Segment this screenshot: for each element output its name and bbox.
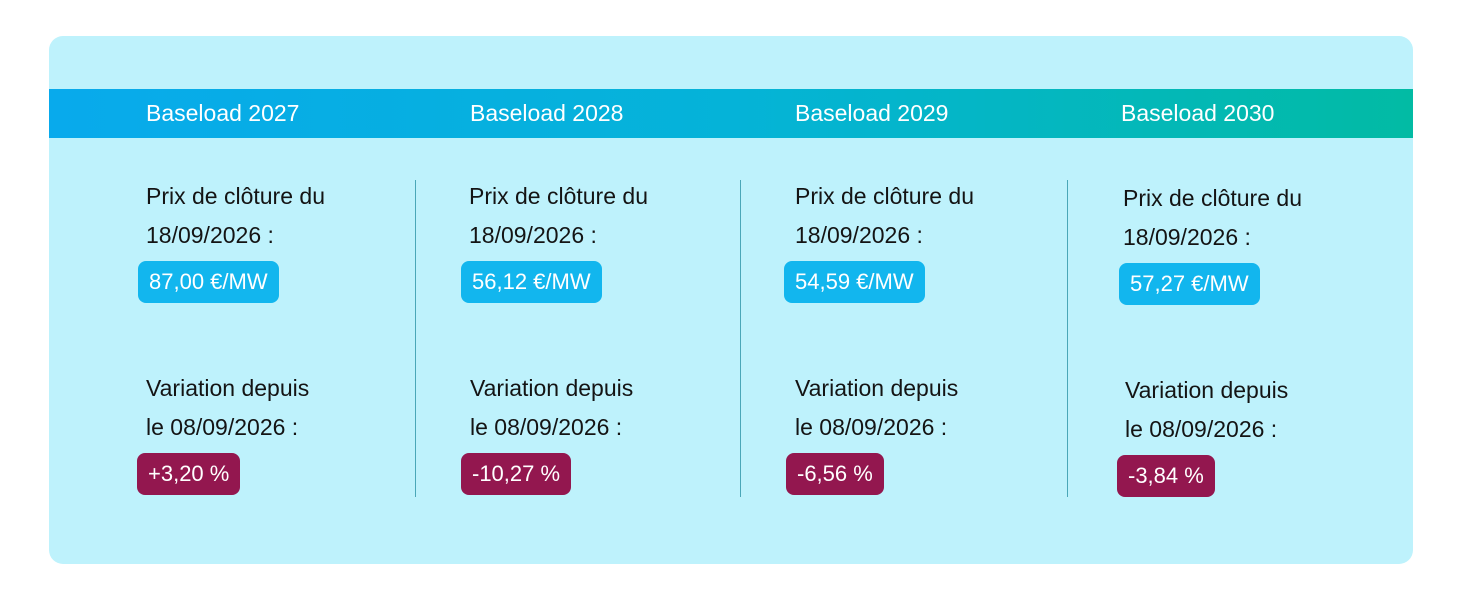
price-label-line1: Prix de clôture du bbox=[469, 183, 648, 209]
price-label-line1: Prix de clôture du bbox=[1123, 185, 1302, 211]
column-header-2029: Baseload 2029 bbox=[795, 100, 949, 126]
price-label-line2: 18/09/2026 : bbox=[469, 222, 597, 248]
variation-value-badge: -6,56 % bbox=[786, 453, 884, 495]
baseload-prices-card: Baseload 2027 Baseload 2028 Baseload 202… bbox=[49, 36, 1413, 564]
price-label-line2: 18/09/2026 : bbox=[1123, 224, 1251, 250]
price-value-badge: 54,59 €/MW bbox=[784, 261, 925, 303]
column-header-2027: Baseload 2027 bbox=[146, 100, 300, 126]
price-label-line2: 18/09/2026 : bbox=[795, 222, 923, 248]
variation-value-badge: +3,20 % bbox=[137, 453, 241, 495]
column-divider bbox=[1067, 180, 1068, 497]
variation-label-line1: Variation depuis bbox=[146, 375, 310, 401]
variation-label-line2: le 08/09/2026 : bbox=[470, 414, 623, 440]
variation-label-line2: le 08/09/2026 : bbox=[795, 414, 948, 440]
variation-label-line1: Variation depuis bbox=[1125, 377, 1289, 403]
variation-label-line1: Variation depuis bbox=[795, 375, 959, 401]
column-divider bbox=[415, 180, 416, 497]
variation-label-line2: le 08/09/2026 : bbox=[1125, 416, 1278, 442]
price-value-badge: 87,00 €/MW bbox=[138, 261, 279, 303]
column-divider bbox=[740, 180, 741, 497]
variation-value-badge: -10,27 % bbox=[461, 453, 572, 495]
price-label-line1: Prix de clôture du bbox=[795, 183, 974, 209]
variation-value-badge: -3,84 % bbox=[1117, 455, 1215, 497]
column-header-2028: Baseload 2028 bbox=[470, 100, 624, 126]
price-label-line2: 18/09/2026 : bbox=[146, 222, 274, 248]
variation-label-line1: Variation depuis bbox=[470, 375, 634, 401]
price-value-badge: 57,27 €/MW bbox=[1119, 263, 1260, 305]
price-label-line1: Prix de clôture du bbox=[146, 183, 325, 209]
column-header-2030: Baseload 2030 bbox=[1121, 100, 1275, 126]
variation-label-line2: le 08/09/2026 : bbox=[146, 414, 299, 440]
price-value-badge: 56,12 €/MW bbox=[461, 261, 602, 303]
header-bar: Baseload 2027 Baseload 2028 Baseload 202… bbox=[49, 89, 1413, 138]
